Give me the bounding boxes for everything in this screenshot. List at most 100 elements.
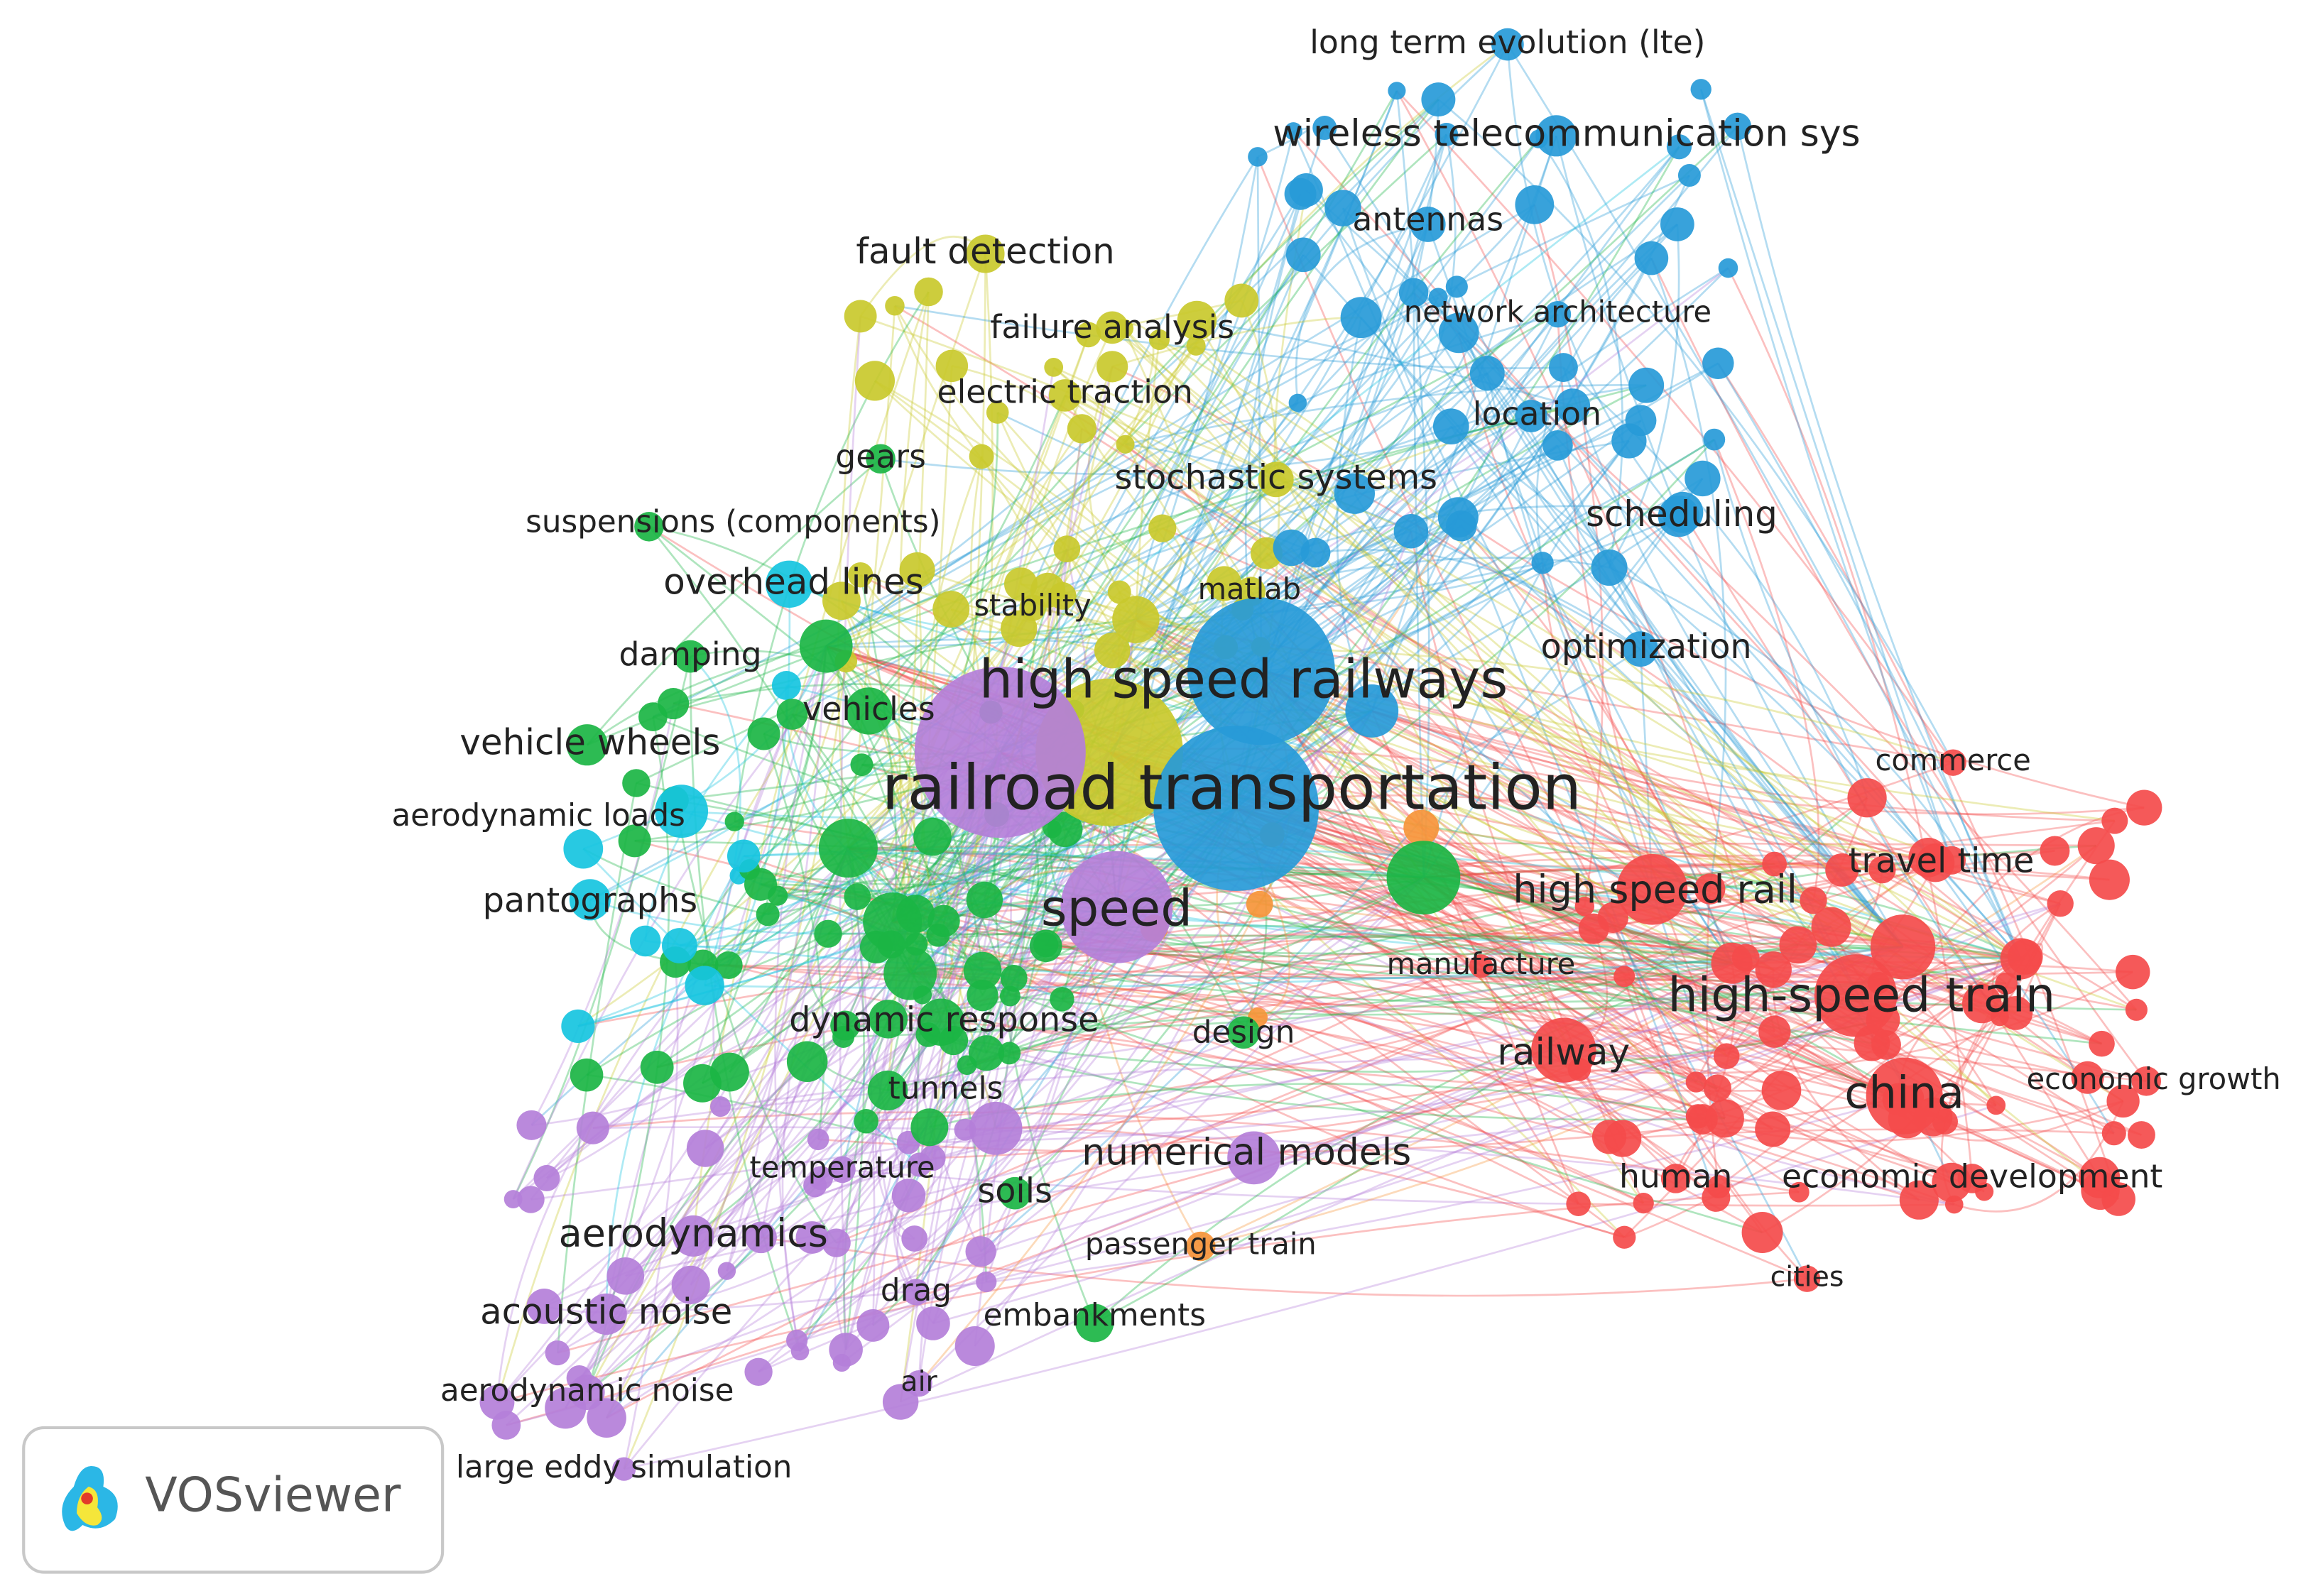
edge <box>679 828 1053 948</box>
edge <box>1124 443 1614 919</box>
node <box>1574 896 1595 917</box>
node <box>1666 134 1692 160</box>
edge <box>1422 440 1630 878</box>
edge <box>1081 427 2124 1103</box>
edge <box>967 944 1798 1066</box>
edge <box>728 584 791 966</box>
edge <box>1371 710 2016 1015</box>
node <box>504 1190 523 1208</box>
node <box>1685 1071 1707 1093</box>
node <box>671 1265 710 1304</box>
edge <box>1535 257 1653 564</box>
node <box>829 1156 856 1184</box>
node <box>850 753 874 777</box>
edge <box>872 1053 1011 1326</box>
node <box>1273 529 1310 567</box>
node <box>1998 995 2033 1030</box>
edge <box>586 921 893 1394</box>
edge <box>1623 1016 2001 1238</box>
edge <box>1052 366 2016 1015</box>
edge <box>1457 332 1711 890</box>
node <box>1755 951 1792 988</box>
node <box>2101 1121 2126 1146</box>
node <box>1761 1071 1802 1110</box>
node-label: long term evolution (lte) <box>1310 23 1705 61</box>
node <box>917 998 965 1046</box>
node <box>786 1041 828 1083</box>
node <box>612 1457 636 1481</box>
node <box>1000 610 1038 647</box>
edge <box>893 305 1261 647</box>
edge <box>840 600 915 923</box>
node <box>1075 322 1101 348</box>
node <box>570 1058 604 1092</box>
edge <box>891 332 1460 923</box>
node <box>1870 914 1936 980</box>
edge <box>888 1017 1644 1204</box>
edge <box>675 645 827 963</box>
node <box>2040 836 2070 866</box>
edge <box>894 305 1799 946</box>
edge <box>1290 547 1733 964</box>
edge <box>1261 670 1697 1083</box>
edge <box>1256 156 1263 672</box>
edge <box>843 1018 890 1350</box>
node <box>1591 549 1628 586</box>
node <box>662 928 697 963</box>
node <box>744 868 778 901</box>
node <box>795 1221 829 1254</box>
node <box>2101 807 2128 834</box>
node <box>1908 838 1948 878</box>
edge <box>898 291 930 974</box>
edge <box>1235 807 1973 1180</box>
edge <box>586 1022 942 1394</box>
edge <box>1111 316 1361 368</box>
edge <box>1111 366 2022 960</box>
node <box>969 444 994 469</box>
node <box>1755 1111 1791 1147</box>
node <box>932 591 970 628</box>
edge <box>496 964 704 1403</box>
node-label: acoustic noise <box>480 1291 732 1333</box>
edge <box>1256 156 1697 1083</box>
node-label: suspensions (components) <box>526 505 940 540</box>
node-label: design <box>1192 1015 1295 1050</box>
node <box>1555 388 1591 424</box>
node <box>1939 749 1966 776</box>
edge <box>1699 89 1953 861</box>
edge <box>1371 710 2061 905</box>
node <box>854 1108 878 1134</box>
edge <box>1116 479 1277 907</box>
node <box>1258 461 1294 498</box>
node <box>966 881 1003 919</box>
node-label: network architecture <box>1404 295 1711 329</box>
node <box>517 1186 545 1213</box>
edge <box>1014 797 1868 1194</box>
node <box>2000 938 2042 980</box>
node <box>686 1130 724 1167</box>
node <box>1153 726 1319 891</box>
node <box>714 951 743 979</box>
edge <box>1052 366 1832 928</box>
node-label: cities <box>1770 1261 1844 1294</box>
node <box>545 1340 570 1366</box>
node <box>1548 353 1578 383</box>
edge <box>1410 531 1645 1204</box>
node <box>1724 112 1752 141</box>
node <box>1531 1017 1596 1083</box>
node-label: damping <box>619 635 762 673</box>
node <box>927 904 960 937</box>
node <box>954 1326 995 1367</box>
node-label: human <box>1619 1157 1732 1195</box>
node <box>1685 460 1721 497</box>
edge <box>1195 345 2017 1014</box>
node <box>1177 300 1217 341</box>
node <box>1825 853 1859 887</box>
node <box>847 562 874 588</box>
edge <box>1650 258 2148 1082</box>
edge <box>1045 944 2133 976</box>
edge <box>1162 527 2089 1078</box>
node <box>2089 1030 2115 1057</box>
edge <box>530 703 675 1126</box>
node <box>2131 1066 2162 1096</box>
